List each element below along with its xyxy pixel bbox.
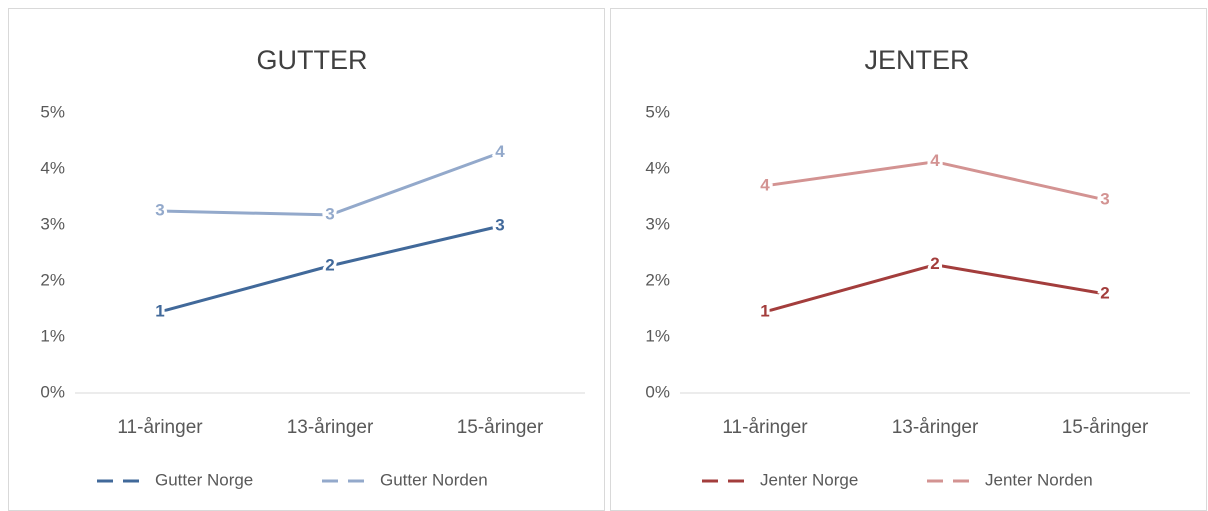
data-label: 3 [155, 200, 164, 219]
chart-title: GUTTER [257, 45, 368, 75]
data-label: 3 [1100, 189, 1109, 208]
data-label: 1 [155, 301, 164, 320]
series-line [764, 160, 1106, 202]
legend-label: Gutter Norge [155, 470, 253, 489]
data-label: 3 [325, 204, 334, 223]
x-tick-label: 13-åringer [892, 417, 979, 438]
y-tick-label: 3% [645, 214, 670, 233]
y-tick-label: 1% [645, 326, 670, 345]
series-line [159, 151, 501, 217]
series-line [159, 224, 501, 314]
y-tick-label: 4% [40, 158, 65, 177]
x-tick-label: 13-åringer [287, 417, 374, 438]
legend-label: Jenter Norge [760, 470, 858, 489]
x-tick-label: 15-åringer [1062, 417, 1149, 438]
y-tick-label: 2% [645, 270, 670, 289]
legend-label: Jenter Norden [985, 470, 1093, 489]
y-tick-label: 5% [645, 102, 670, 121]
x-tick-label: 11-åringer [117, 417, 203, 438]
data-label: 4 [760, 175, 770, 194]
y-tick-label: 0% [40, 382, 65, 401]
data-label: 2 [930, 254, 939, 273]
y-tick-label: 4% [645, 158, 670, 177]
y-tick-label: 2% [40, 270, 65, 289]
data-label: 4 [930, 151, 940, 170]
y-tick-label: 1% [40, 326, 65, 345]
data-label: 3 [495, 216, 504, 235]
data-label: 2 [1100, 283, 1109, 302]
data-label: 2 [325, 255, 334, 274]
data-label: 4 [495, 142, 505, 161]
series-line [764, 263, 1106, 314]
y-tick-label: 5% [40, 102, 65, 121]
chart-title: JENTER [864, 45, 969, 75]
y-tick-label: 3% [40, 214, 65, 233]
data-label: 1 [760, 301, 769, 320]
y-tick-label: 0% [645, 382, 670, 401]
legend-label: Gutter Norden [380, 470, 488, 489]
x-tick-label: 11-åringer [722, 417, 808, 438]
x-tick-label: 15-åringer [457, 417, 544, 438]
